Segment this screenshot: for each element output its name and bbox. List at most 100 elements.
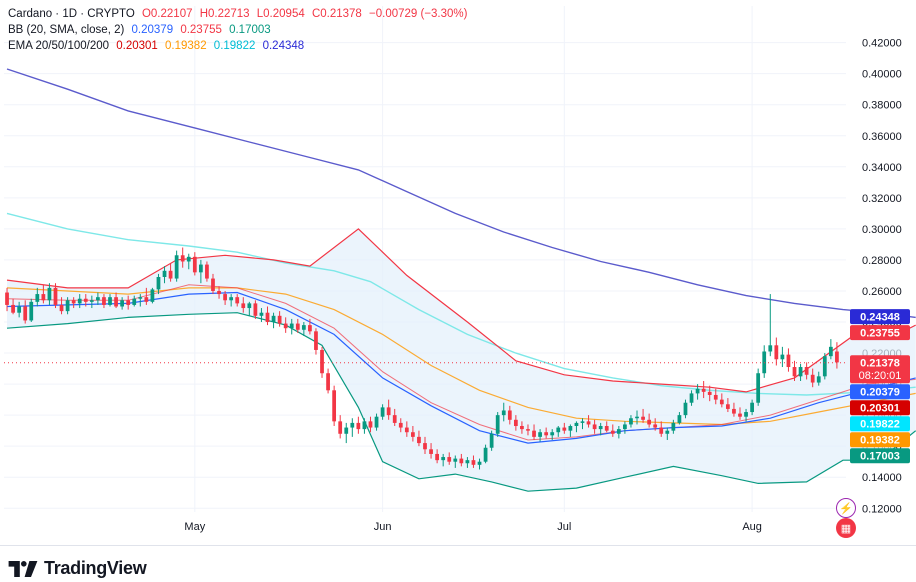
candle-body (744, 412, 748, 417)
bb-basis-line (6, 291, 916, 444)
y-tick-label: 0.12000 (862, 503, 902, 515)
candle-body (550, 432, 555, 436)
candle-body (713, 394, 718, 400)
candle-body (41, 294, 46, 301)
tradingview-logo[interactable]: TradingView (8, 558, 147, 579)
candle-body (320, 349, 324, 374)
candle-body (719, 399, 724, 405)
symbol-title[interactable]: Cardano · 1D · CRYPTO (8, 8, 135, 20)
candle-body (29, 301, 34, 321)
candle-body (435, 453, 439, 461)
candle-body (168, 270, 173, 279)
x-tick-label: Aug (742, 521, 762, 533)
price-tag-bg (850, 355, 910, 384)
candle-body (616, 429, 621, 434)
candle-body (247, 303, 252, 309)
price-tag-bg (850, 448, 910, 464)
candle-body (344, 427, 349, 434)
candle-body (786, 354, 791, 368)
candle-body (23, 306, 28, 321)
candle-body (592, 424, 597, 430)
y-tick-label: 0.40000 (862, 69, 902, 81)
price-tag-bg (850, 432, 910, 448)
candle-body (283, 323, 288, 329)
chart-area[interactable]: 0.120000.140000.160000.180000.200000.220… (0, 0, 916, 545)
candle-body (532, 430, 536, 437)
candle-body (156, 277, 161, 290)
candle-body (647, 419, 652, 425)
candle-body (114, 297, 118, 307)
y-tick-label: 0.28000 (862, 255, 902, 267)
candle-body (96, 297, 100, 301)
bb-label[interactable]: BB (20, SMA, close, 2) (8, 24, 125, 36)
candle-body (750, 402, 754, 413)
candle-body (186, 256, 191, 262)
candle-body (429, 449, 433, 454)
price-chart[interactable]: 0.120000.140000.160000.180000.200000.220… (0, 0, 916, 545)
candle-body (489, 433, 494, 448)
ema-label[interactable]: EMA 20/50/100/200 (8, 40, 110, 52)
bb-upper-value: 0.23755 (180, 24, 222, 36)
candle-body (192, 256, 197, 273)
candle-body (574, 422, 579, 427)
candle-body (828, 346, 833, 357)
candle-body (635, 416, 639, 419)
candle-body (556, 427, 561, 433)
candle-body (404, 427, 409, 433)
candle-body (641, 416, 645, 420)
candle-body (271, 315, 276, 323)
candle-body (308, 325, 312, 332)
y-tick-label: 0.30000 (862, 224, 902, 236)
candle-body (586, 421, 591, 425)
y-tick-label: 0.38000 (862, 100, 902, 112)
chart-legend: Cardano · 1D · CRYPTO O0.22107 H0.22713 … (8, 6, 467, 54)
low-value: L0.20954 (256, 8, 305, 20)
open-value: O0.22107 (141, 8, 193, 20)
candle-body (338, 421, 343, 434)
candle-body (59, 304, 64, 312)
candle-body (738, 413, 742, 417)
candle-body (580, 421, 585, 423)
lightning-icon[interactable]: ⚡ (836, 498, 856, 518)
ema50-value: 0.19382 (165, 40, 207, 52)
ema20-value: 0.20301 (116, 40, 158, 52)
candle-body (423, 443, 427, 450)
candle-body (417, 436, 421, 444)
candle-body (447, 457, 452, 462)
price-tag: 0.17003 (850, 448, 910, 464)
y-tick-label: 0.32000 (862, 193, 902, 205)
y-tick-label: 0.34000 (862, 162, 902, 174)
candle-body (108, 297, 112, 305)
footer-bar: TradingView (0, 545, 916, 582)
candle-body (459, 458, 464, 464)
candle-body (441, 457, 446, 461)
price-tag-label: 0.23755 (860, 328, 900, 340)
candle-body (102, 297, 106, 305)
flag-icon[interactable]: ▦ (836, 518, 856, 538)
ema50-line (6, 287, 916, 426)
price-tag-label: 0.21378 (860, 358, 900, 370)
candle-body (725, 404, 730, 409)
candle-body (604, 426, 609, 431)
bb-basis-value: 0.20379 (131, 24, 174, 36)
close-value: C0.21378 (311, 8, 362, 20)
candle-body (707, 391, 712, 395)
candle-body (277, 315, 282, 324)
candle-body (380, 407, 385, 417)
candle-body (65, 300, 70, 312)
candle-body (162, 270, 167, 277)
candle-body (683, 402, 688, 416)
countdown-label: 08:20:01 (859, 370, 902, 382)
candle-body (677, 415, 682, 423)
candle-body (368, 421, 373, 428)
candle-body (453, 458, 458, 462)
price-tag-bg (850, 309, 910, 325)
price-tag-label: 0.20379 (860, 387, 900, 399)
price-tag-bg (850, 416, 910, 432)
candle-body (83, 298, 88, 302)
candle-body (810, 374, 815, 383)
candle-body (144, 297, 149, 302)
candle-body (398, 422, 403, 428)
candle-body (392, 415, 397, 423)
